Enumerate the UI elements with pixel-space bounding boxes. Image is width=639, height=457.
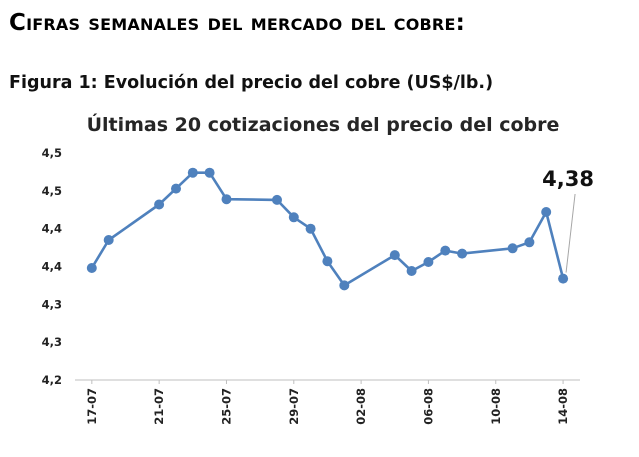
y-tick-label: 4,4 <box>42 260 62 274</box>
y-tick-label: 4,4 <box>42 222 62 236</box>
data-point <box>322 256 333 267</box>
data-point <box>305 223 316 234</box>
data-point <box>187 167 198 178</box>
data-point <box>221 194 232 205</box>
data-point <box>541 207 552 217</box>
x-axis-ticks: 17-07 21-07 25-07 29-07 02-08 06-08 10-08 14-08 <box>85 380 570 425</box>
x-tick-label: 29-07 <box>287 388 301 425</box>
data-point <box>154 199 165 210</box>
y-tick-label: 4,3 <box>42 335 62 349</box>
data-point <box>204 167 215 178</box>
data-point <box>406 266 417 276</box>
y-tick-label: 4,5 <box>42 146 62 160</box>
y-axis-ticks: 4,2 4,3 4,3 4,4 4,4 4,5 4,5 <box>42 146 62 387</box>
data-point <box>423 257 434 267</box>
x-tick-label: 25-07 <box>219 388 233 425</box>
data-point <box>457 248 468 259</box>
y-tick-label: 4,3 <box>42 297 62 311</box>
x-tick-label: 02-08 <box>354 388 368 425</box>
y-tick-label: 4,5 <box>42 184 62 198</box>
data-point <box>103 235 114 245</box>
x-tick-label: 14-08 <box>556 388 570 425</box>
price-series-points <box>86 167 569 291</box>
data-point <box>339 280 350 291</box>
data-point <box>171 183 181 194</box>
figure-caption: Figura 1: Evolución del precio del cobre… <box>9 73 494 93</box>
y-tick-label: 4,2 <box>42 373 62 387</box>
callout-leader-line <box>565 193 576 273</box>
data-point <box>288 212 299 223</box>
data-point <box>272 194 282 205</box>
last-value-label: 4,38 <box>542 167 594 191</box>
x-tick-label: 21-07 <box>152 388 166 425</box>
page-title: Cifras semanales del mercado del cobre: <box>9 10 465 36</box>
data-point <box>440 245 451 256</box>
price-series-line <box>90 171 565 287</box>
data-point <box>86 263 97 273</box>
data-point <box>507 243 518 254</box>
data-point <box>558 273 569 284</box>
x-tick-label: 17-07 <box>85 388 99 425</box>
data-point <box>389 250 400 261</box>
x-tick-label: 10-08 <box>489 388 503 425</box>
data-point <box>524 237 535 248</box>
x-tick-label: 06-08 <box>421 388 435 425</box>
chart-title: Últimas 20 cotizaciones del precio del c… <box>87 112 560 136</box>
